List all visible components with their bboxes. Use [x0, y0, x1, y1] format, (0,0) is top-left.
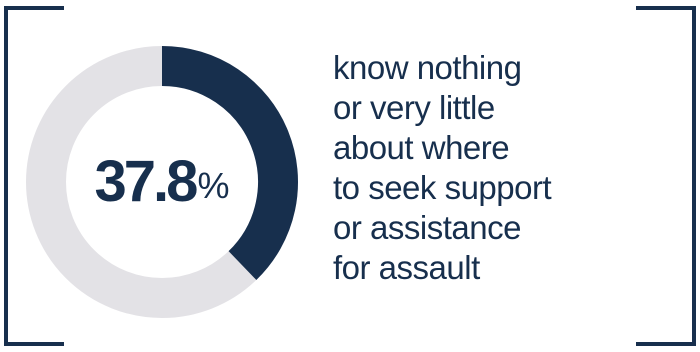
- donut-chart: [26, 46, 298, 318]
- caption-line: know nothing: [333, 49, 522, 86]
- stat-percent-sign: %: [197, 165, 230, 206]
- caption-line: for assault: [333, 249, 480, 286]
- stat-number: 37.8: [94, 149, 199, 214]
- caption-line: or very little: [333, 89, 495, 126]
- caption-line: about where: [333, 129, 510, 166]
- right-bracket-frame: [636, 6, 696, 346]
- stat-value: 37.8%: [24, 44, 300, 320]
- left-bracket-frame: [4, 6, 64, 346]
- caption-line: to seek support: [333, 169, 552, 206]
- donut-slice-highlight: [161, 46, 298, 280]
- stat-caption: know nothing or very little about where …: [333, 48, 552, 288]
- caption-line: or assistance: [333, 209, 521, 246]
